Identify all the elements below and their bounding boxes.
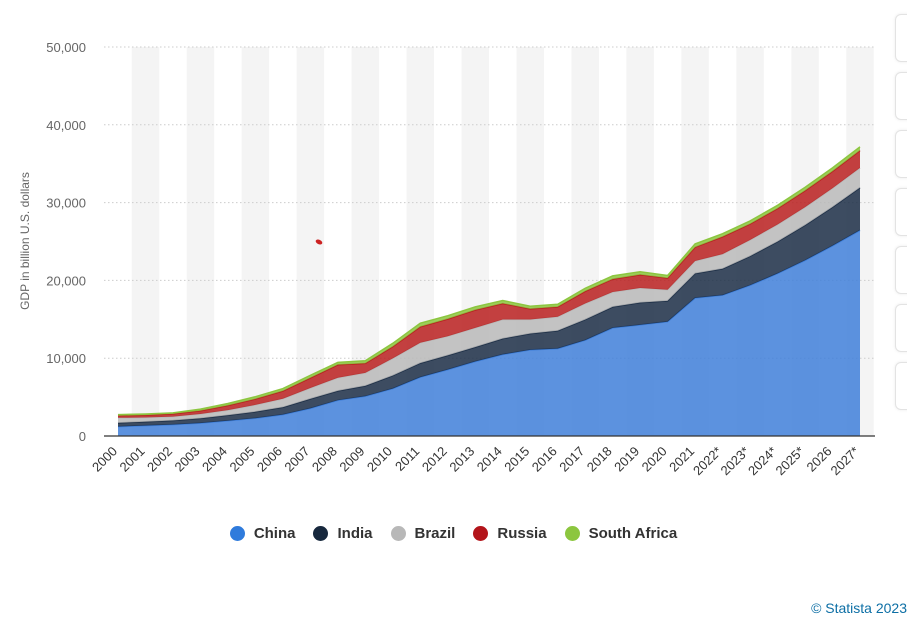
x-tick-label: 2008 bbox=[309, 444, 340, 475]
series-areas bbox=[117, 146, 861, 436]
y-axis-ticks: 0 10,000 20,000 30,000 40,000 50,000 bbox=[46, 40, 86, 444]
x-tick-label: 2014 bbox=[474, 443, 505, 474]
series-line-south-africa bbox=[117, 146, 861, 416]
x-tick-label: 2023* bbox=[718, 444, 753, 479]
y-tick-label: 40,000 bbox=[46, 118, 86, 133]
x-tick-label: 2027* bbox=[827, 444, 862, 479]
x-tick-label: 2011 bbox=[392, 444, 422, 474]
brazil-swatch bbox=[390, 526, 406, 541]
year-band bbox=[186, 47, 215, 436]
y-axis-title: GDP in billion U.S. dollars bbox=[18, 172, 32, 310]
china-swatch bbox=[229, 526, 245, 541]
gridlines bbox=[104, 46, 875, 359]
x-tick-label: 2003 bbox=[171, 443, 202, 474]
side-toolbar-button-7[interactable] bbox=[895, 362, 907, 410]
x-tick-label: 2009 bbox=[336, 443, 367, 474]
x-tick-label: 2017 bbox=[556, 444, 587, 475]
x-tick-label: 2025* bbox=[773, 443, 808, 478]
series-area-china[interactable] bbox=[118, 230, 860, 436]
y-tick-label: 30,000 bbox=[46, 196, 86, 211]
x-tick-label: 2024* bbox=[745, 444, 780, 479]
legend-item-south-africa[interactable]: South Africa bbox=[564, 525, 678, 542]
legend-label-india: India bbox=[337, 525, 373, 542]
legend-item-brazil[interactable]: Brazil bbox=[390, 525, 456, 542]
x-tick-label: 2012 bbox=[419, 444, 450, 475]
x-tick-label: 2018 bbox=[584, 444, 615, 475]
x-tick-label: 2005 bbox=[226, 444, 257, 475]
legend-label-russia: Russia bbox=[497, 525, 547, 542]
legend-item-china[interactable]: China bbox=[229, 525, 296, 542]
x-tick-label: 2010 bbox=[364, 444, 395, 475]
x-tick-label: 2016 bbox=[529, 444, 560, 475]
india-swatch bbox=[313, 526, 329, 541]
legend: China India Brazil Russia South Africa bbox=[0, 525, 907, 542]
year-band bbox=[131, 47, 160, 436]
year-band bbox=[241, 47, 270, 436]
legend-label-south-africa: South Africa bbox=[588, 525, 678, 542]
legend-label-brazil: Brazil bbox=[414, 525, 456, 542]
red-marker-dot bbox=[315, 239, 323, 245]
y-tick-label: 50,000 bbox=[46, 40, 86, 55]
y-tick-label: 0 bbox=[79, 429, 86, 444]
side-toolbar-button-4[interactable] bbox=[895, 188, 907, 236]
side-toolbar-button-6[interactable] bbox=[895, 304, 907, 352]
x-tick-label: 2013 bbox=[446, 444, 477, 475]
x-tick-label: 2015 bbox=[501, 443, 532, 474]
south-africa-swatch bbox=[564, 526, 580, 541]
side-toolbar-button-1[interactable] bbox=[895, 14, 907, 62]
x-tick-label: 2006 bbox=[254, 444, 285, 475]
side-toolbar-button-5[interactable] bbox=[895, 246, 907, 294]
x-tick-label: 2001 bbox=[117, 444, 148, 475]
legend-item-india[interactable]: India bbox=[313, 525, 373, 542]
russia-swatch bbox=[473, 526, 489, 541]
statista-credit-link[interactable]: © Statista 2023 bbox=[811, 600, 907, 616]
x-tick-label: 2019 bbox=[611, 443, 642, 474]
x-tick-label: 2004 bbox=[199, 443, 230, 474]
legend-label-china: China bbox=[253, 525, 296, 542]
y-tick-label: 10,000 bbox=[46, 351, 86, 366]
x-tick-label: 2022* bbox=[690, 444, 725, 479]
x-tick-label: 2020 bbox=[639, 443, 670, 474]
x-axis-ticks: 2000200120022003200420052006200720082009… bbox=[89, 443, 862, 478]
legend-item-russia[interactable]: Russia bbox=[473, 525, 547, 542]
side-toolbar-button-2[interactable] bbox=[895, 72, 907, 120]
x-tick-label: 2002 bbox=[144, 444, 175, 475]
y-tick-label: 20,000 bbox=[46, 273, 86, 288]
x-tick-label: 2000 bbox=[89, 444, 120, 475]
side-toolbar-button-3[interactable] bbox=[895, 130, 907, 178]
x-tick-label: 2007 bbox=[281, 444, 312, 475]
